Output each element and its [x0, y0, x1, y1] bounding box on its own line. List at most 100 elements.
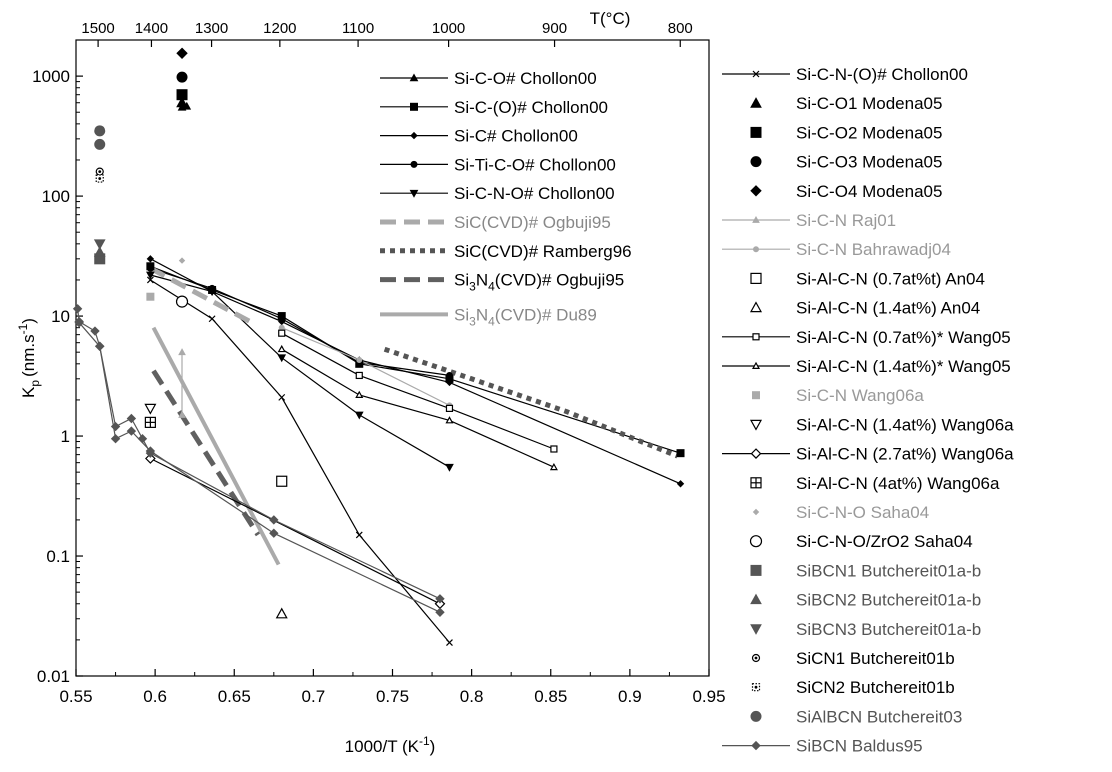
legend-swatch-marker [750, 156, 762, 168]
legend-label: SiAlBCN Butchereit03 [796, 707, 962, 726]
legend-label: SiBCN3 Butchereit01a-b [796, 620, 981, 639]
series-line-si3n4-cvd-du89 [151, 326, 281, 566]
legend-entry-sibcn1-butchereit01a-b: SiBCN1 Butchereit01a-b [750, 561, 981, 580]
data-point-sibcn-baldus95 [110, 421, 121, 432]
legend-entry-sialbcn-butchereit03: SiAlBCN Butchereit03 [750, 707, 962, 726]
legend-entry-sic-cvd-ogbuji95: SiC(CVD)# Ogbuji95 [380, 213, 611, 232]
data-point-sibcn-baldus95 [72, 304, 83, 314]
legend-swatch-marker [410, 102, 418, 111]
legend-swatch-marker [752, 333, 760, 341]
legend-entry-si-al-c-n-4at-wang06a: Si-Al-C-N (4at%) Wang06a [750, 474, 1000, 493]
legend-entry-si-c-n-raj01: Si-C-N Raj01 [722, 211, 896, 230]
legend-label: SiCN2 Butchereit01b [796, 678, 955, 697]
legend-entry-si-c-o-chollon00: Si-C-O# Chollon00 [380, 69, 597, 88]
legend-swatch-marker [410, 131, 418, 140]
x-tick-label: 0.6 [143, 687, 167, 706]
legend-entry-si-c-o1-modena05: Si-C-O1 Modena05 [750, 94, 942, 113]
legend-swatch-marker [750, 710, 762, 722]
y-tick-label: 0.1 [46, 547, 70, 566]
legend-label: Si3N4(CVD)# Du89 [454, 305, 597, 328]
data-point-series-33 [145, 446, 156, 456]
legend-swatch-marker [754, 656, 758, 660]
legend-entry-si-c-o2-modena05: Si-C-O2 Modena05 [750, 123, 942, 142]
legend-swatch-marker [752, 508, 760, 516]
data-point-si-al-c-n-1-4at-wang05 [277, 344, 286, 353]
legend-swatch-marker [409, 189, 419, 198]
legend-swatch-marker [750, 272, 762, 284]
data-point-si-c-n-o-chollon00 [277, 354, 287, 363]
series-line-sic-cvd-ogbuji95 [149, 266, 252, 324]
data-point-si-c-n-o-chollon00 [445, 463, 454, 472]
data-point-si-c-o-chollon00 [676, 449, 685, 458]
legend-entry-sibcn-baldus95: SiBCN Baldus95 [722, 737, 923, 756]
data-point-sibcn2-butchereit01a-b [93, 246, 106, 257]
data-point-sibcn-baldus95 [90, 326, 100, 336]
data-point-si-c-o2-modena05 [176, 89, 188, 101]
legend-entry-si-c-n-wang06a: Si-C-N Wang06a [752, 386, 924, 405]
legend-swatch-marker [749, 301, 763, 313]
legend-label: Si-C-O4 Modena05 [796, 182, 942, 201]
data-point-si-c-n-bahrawadj04 [356, 357, 363, 364]
legend-swatch-marker [753, 246, 759, 253]
data-point-si-al-c-n-1-4at-an04 [275, 607, 288, 619]
legend-swatch-marker [752, 391, 760, 400]
data-point-series-33 [74, 318, 84, 328]
legend-label: Si-Al-C-N (2.7at%) Wang06a [796, 445, 1014, 464]
legend-label: Si-C# Chollon00 [454, 127, 578, 146]
data-point-si-c-n-o-zro2-saha04 [175, 295, 189, 308]
top-tick-label: 1100 [342, 20, 374, 37]
data-point-sibcn-baldus95 [137, 434, 148, 444]
legend-entry-si-al-c-n-0-7at-t-an04: Si-Al-C-N (0.7at%t) An04 [750, 269, 985, 288]
y-tick-label: 1 [61, 427, 70, 446]
legend-swatch-marker [750, 97, 762, 108]
legend-entry-si-c-n-o-saha04: Si-C-N-O Saha04 [752, 503, 929, 522]
x-tick-label: 0.65 [218, 687, 251, 706]
data-point-si-al-c-n-1-4at-wang05 [549, 462, 558, 471]
legend-entry-si-ti-c-o-chollon00: Si-Ti-C-O# Chollon00 [380, 155, 616, 174]
legend-label: SiC(CVD)# Ogbuji95 [454, 213, 611, 232]
legend-entry-si-c-n-o-chollon00: Si-C-N-O# Chollon00 [380, 184, 615, 203]
data-point-si-al-c-n-0-7at-wang05 [445, 404, 454, 412]
legend-label: SiC(CVD)# Ramberg96 [454, 242, 632, 261]
data-point-si-c-n-wang06a [146, 292, 155, 301]
data-point-si-ti-c-o-chollon00 [278, 315, 286, 323]
x-tick-label: 0.75 [376, 687, 409, 706]
data-point-sicn1-butchereit01b [98, 170, 102, 174]
data-point-si-al-c-n-0-7at-wang05 [550, 445, 558, 453]
legend-label: Si3N4(CVD)# Ogbuji95 [454, 271, 624, 294]
y-tick-label: 1000 [32, 67, 70, 86]
legend-label: Si-Ti-C-O# Chollon00 [454, 155, 616, 174]
data-point-si-c-chollon00 [676, 480, 685, 488]
data-point-series-33 [269, 528, 279, 538]
data-point-si-c-n-o-chollon00 [446, 639, 453, 646]
y-tick-label: 10 [51, 307, 70, 326]
legend-label: Si-C-N Raj01 [796, 211, 896, 230]
data-point-si-c-n-o-chollon00 [146, 276, 154, 284]
data-point-si-c-o3-modena05 [176, 71, 188, 83]
y-tick-label: 0.01 [37, 667, 70, 686]
legend-label: Si-C-O1 Modena05 [796, 94, 942, 113]
legend-entry-si3n4-cvd-ogbuji95: Si3N4(CVD)# Ogbuji95 [380, 271, 624, 294]
top-tick-label: 800 [668, 20, 693, 37]
data-point-si-c-chollon00 [146, 255, 155, 263]
x-tick-label: 0.7 [302, 687, 326, 706]
data-point-si-al-c-n-0-7at-wang05 [355, 371, 363, 380]
legend-label: Si-C-N-O/ZrO2 Saha04 [796, 532, 973, 551]
data-point-sibcn-baldus95 [269, 515, 279, 525]
data-point-si-c-n-o-chollon00 [278, 393, 286, 401]
legend-entry-si-al-c-n-1-4at-wang05: Si-Al-C-N (1.4at%)* Wang05 [722, 357, 1011, 376]
legend-label: Si-Al-C-N (1.4at%) Wang06a [796, 415, 1014, 434]
legend-label: SiCN1 Butchereit01b [796, 649, 955, 668]
x-tick-label: 0.85 [534, 687, 567, 706]
data-point-sibcn3-butchereit01a-b [93, 239, 106, 250]
data-point-si-c-n-o-saha04 [178, 257, 186, 264]
x-tick-label: 0.55 [59, 687, 92, 706]
data-point-si-c-n-raj01 [178, 348, 186, 356]
legend-label: Si-C-O3 Modena05 [796, 153, 942, 172]
legend-swatch-marker [750, 126, 762, 138]
data-point-si-c-o1-modena05 [176, 96, 188, 108]
data-point-si-c-chollon00 [445, 378, 454, 387]
legend-label: SiBCN1 Butchereit01a-b [796, 561, 981, 580]
legend-label: Si-Al-C-N (0.7at%)* Wang05 [796, 328, 1011, 347]
data-point-series-33 [435, 607, 445, 617]
